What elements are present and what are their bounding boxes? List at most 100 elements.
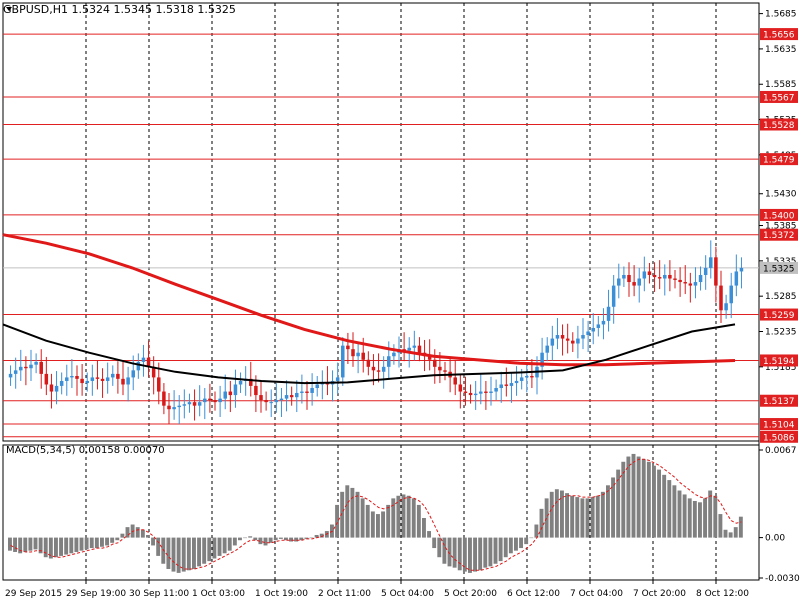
moving-average-fast xyxy=(2,323,736,385)
macd-histogram-bar xyxy=(483,537,488,568)
level-label: 1.5086 xyxy=(763,433,795,443)
macd-histogram-bar xyxy=(565,493,570,538)
candle xyxy=(586,331,590,336)
macd-histogram-bar xyxy=(636,456,641,538)
macd-histogram-bar xyxy=(503,537,508,558)
current-price-label-bg xyxy=(760,261,798,274)
candle xyxy=(289,395,294,398)
macd-histogram-bar xyxy=(43,537,48,558)
candle xyxy=(387,356,391,367)
macd-histogram-bar xyxy=(69,537,74,554)
candle xyxy=(606,306,611,321)
candle xyxy=(371,366,376,371)
chart-title: GBPUSD,H1 1.5324 1.5345 1.5318 1.5325 xyxy=(3,3,236,16)
macd-histogram-bar xyxy=(534,524,539,538)
macd-histogram-bar xyxy=(570,495,575,538)
macd-histogram-bar xyxy=(544,498,549,538)
candle xyxy=(172,407,176,410)
candle xyxy=(473,393,478,396)
macd-histogram-bar xyxy=(217,537,222,556)
candle xyxy=(192,402,197,406)
macd-histogram-bar xyxy=(171,537,176,572)
macd-histogram-bar xyxy=(590,497,595,538)
macd-histogram-bar xyxy=(350,487,355,538)
candle xyxy=(632,282,636,286)
candle xyxy=(673,278,677,280)
candle xyxy=(729,285,733,304)
candle xyxy=(724,303,728,311)
candle xyxy=(39,361,43,374)
macd-histogram-bar xyxy=(462,537,467,572)
level-label-bg xyxy=(760,430,798,443)
x-tick-label: 5 Oct 04:00 xyxy=(381,589,434,599)
macd-histogram-bar xyxy=(692,500,697,538)
candle xyxy=(151,366,156,378)
macd-histogram-bar xyxy=(641,459,646,538)
x-tick-label: 5 Oct 20:00 xyxy=(444,589,497,599)
macd-histogram-bar xyxy=(110,537,115,543)
candle xyxy=(668,274,672,279)
candle xyxy=(596,324,601,328)
candle xyxy=(525,376,529,378)
macd-histogram-bar xyxy=(437,537,442,558)
candle xyxy=(581,335,585,339)
candle xyxy=(126,377,130,385)
x-tick-label: 1 Oct 19:00 xyxy=(255,589,308,599)
macd-histogram-bar xyxy=(723,529,728,538)
candle xyxy=(647,271,652,275)
candle xyxy=(663,274,667,279)
candle xyxy=(351,349,355,357)
macd-histogram-bar xyxy=(682,494,687,538)
macd-histogram-bar xyxy=(151,537,156,546)
candle xyxy=(427,356,432,360)
candle xyxy=(550,338,555,346)
macd-histogram-bar xyxy=(718,514,723,538)
level-label: 1.5528 xyxy=(763,121,795,131)
level-label-bg xyxy=(760,208,798,221)
candle xyxy=(65,377,69,381)
dropdown-triangle-icon[interactable] xyxy=(6,7,12,11)
candle xyxy=(182,404,187,406)
macd-histogram-bar xyxy=(733,527,738,538)
candle xyxy=(688,283,693,286)
macd-histogram-bar xyxy=(79,537,84,551)
x-tick-label: 6 Oct 12:00 xyxy=(507,589,560,599)
candle xyxy=(208,398,212,401)
candle xyxy=(392,352,396,357)
macd-histogram-bar xyxy=(621,461,626,538)
candle xyxy=(714,257,718,286)
level-label: 1.5479 xyxy=(763,156,795,166)
macd-histogram-bar xyxy=(478,537,483,571)
macd-histogram-bar xyxy=(493,537,498,564)
candle xyxy=(187,402,192,405)
candle xyxy=(576,338,580,344)
level-label: 1.5194 xyxy=(763,357,795,367)
candle xyxy=(402,349,406,351)
candle xyxy=(366,359,371,367)
level-label: 1.5400 xyxy=(763,211,795,221)
level-label-bg xyxy=(760,153,798,166)
current-price-label: 1.5325 xyxy=(763,264,795,274)
macd-histogram-bar xyxy=(468,537,472,573)
candle xyxy=(8,373,13,378)
macd-histogram-bar xyxy=(227,537,232,551)
macd-histogram-bar xyxy=(299,537,304,541)
candle xyxy=(433,359,437,367)
y-tick-label: 1.5235 xyxy=(765,328,797,338)
candle xyxy=(642,271,647,279)
level-label-bg xyxy=(760,118,798,131)
candle xyxy=(499,384,503,389)
macd-histogram-bar xyxy=(381,511,386,538)
candle xyxy=(259,395,263,401)
candle xyxy=(504,384,509,386)
level-label-bg xyxy=(760,28,798,41)
level-label-bg xyxy=(760,354,798,367)
x-tick-label: 29 Sep 2015 xyxy=(5,589,62,599)
candle xyxy=(734,271,739,286)
macd-histogram-bar xyxy=(713,495,718,538)
macd-histogram-bar xyxy=(314,534,319,538)
candle xyxy=(44,373,49,385)
macd-histogram-bar xyxy=(105,537,110,546)
candle xyxy=(335,377,340,381)
